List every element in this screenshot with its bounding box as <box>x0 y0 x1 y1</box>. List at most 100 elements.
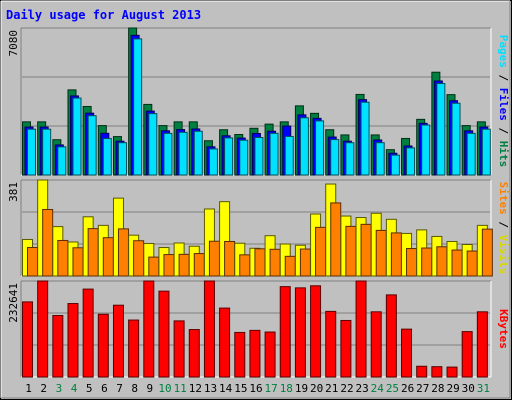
bar-sites <box>87 228 99 277</box>
bar-pages <box>360 101 370 176</box>
bar-sites <box>254 248 266 277</box>
x-tick-label: 5 <box>86 382 93 395</box>
bar-sites <box>284 255 296 277</box>
bar-kbytes <box>158 290 170 378</box>
bar-pages <box>436 83 446 176</box>
bar-sites <box>178 253 190 277</box>
bar-kbytes <box>431 366 443 378</box>
legend-entry-kbytes: KBytes <box>497 309 510 349</box>
bar-pages <box>375 142 385 176</box>
bar-sites <box>239 254 251 277</box>
bar-sites <box>360 223 372 277</box>
x-tick-label: 9 <box>147 382 154 395</box>
bar-pages <box>481 128 491 176</box>
bar-pages <box>315 120 325 176</box>
legend-visits-sites: Sites / Visits <box>497 182 510 275</box>
bar-kbytes <box>401 328 413 378</box>
bar-pages <box>178 131 188 176</box>
x-tick-label: 28 <box>431 382 444 395</box>
bar-pages <box>421 124 431 176</box>
legend-separator: / <box>497 121 510 141</box>
bar-pages <box>345 142 355 176</box>
x-tick-label: 21 <box>325 382 338 395</box>
legend-entry-pages: Pages <box>497 35 510 68</box>
x-tick-label: 23 <box>356 382 369 395</box>
y-max-tick-label: 381 <box>7 182 20 202</box>
bar-sites <box>117 228 129 277</box>
bar-kbytes <box>476 311 488 378</box>
bar-sites <box>375 229 387 277</box>
bar-pages <box>87 115 97 176</box>
x-tick-label: 13 <box>204 382 217 395</box>
bar-kbytes <box>219 307 231 378</box>
x-tick-label: 22 <box>340 382 353 395</box>
bar-sites <box>299 248 311 277</box>
legend-entry-visits: Visits <box>497 235 510 275</box>
bar-kbytes <box>370 311 382 378</box>
bar-pages <box>466 132 476 176</box>
bar-sites <box>481 228 493 277</box>
bar-kbytes <box>310 285 322 378</box>
chart-title: Daily usage for August 2013 <box>6 8 201 22</box>
bar-kbytes <box>188 329 200 378</box>
x-tick-label: 4 <box>71 382 78 395</box>
bar-pages <box>239 139 249 176</box>
legend-entry-hits: Hits <box>497 141 510 168</box>
bar-kbytes <box>279 286 291 378</box>
x-tick-label: 8 <box>131 382 138 395</box>
bar-sites <box>133 240 145 277</box>
legend-entry-files: Files <box>497 88 510 121</box>
bar-sites <box>102 237 114 277</box>
bar-kbytes <box>143 280 155 378</box>
bar-kbytes <box>264 331 276 378</box>
x-tick-label: 27 <box>416 382 429 395</box>
bar-pages <box>117 142 127 176</box>
bar-pages <box>330 139 340 176</box>
x-tick-label: 24 <box>371 382 385 395</box>
x-tick-label: 18 <box>280 382 293 395</box>
bar-sites <box>72 247 84 277</box>
bar-kbytes <box>97 313 109 378</box>
legend-separator: / <box>497 215 510 235</box>
bar-pages <box>390 154 400 176</box>
bar-kbytes <box>446 366 458 378</box>
x-tick-label: 14 <box>219 382 233 395</box>
bar-sites <box>436 246 448 277</box>
bar-pages <box>284 135 294 176</box>
bar-kbytes <box>128 319 140 378</box>
x-tick-label: 16 <box>249 382 262 395</box>
x-tick-label: 19 <box>295 382 308 395</box>
bar-kbytes <box>249 329 261 378</box>
bar-pages <box>163 132 173 176</box>
bar-sites <box>224 240 236 277</box>
y-max-tick-label: 7080 <box>7 30 20 57</box>
x-tick-label: 29 <box>446 382 459 395</box>
x-tick-label: 7 <box>116 382 123 395</box>
bar-kbytes <box>173 320 185 378</box>
bar-kbytes <box>234 331 246 378</box>
bar-sites <box>269 248 281 277</box>
bar-kbytes <box>203 280 215 378</box>
bar-kbytes <box>67 303 79 378</box>
x-tick-label: 6 <box>101 382 108 395</box>
x-tick-label: 20 <box>310 382 323 395</box>
bar-pages <box>133 38 143 176</box>
x-tick-label: 2 <box>40 382 47 395</box>
bar-kbytes <box>385 294 397 378</box>
bar-kbytes <box>22 301 33 378</box>
bar-sites <box>406 248 418 277</box>
x-tick-label: 12 <box>189 382 202 395</box>
x-tick-label: 25 <box>386 382 399 395</box>
bar-pages <box>269 132 279 176</box>
bar-kbytes <box>82 288 94 378</box>
x-tick-label: 26 <box>401 382 414 395</box>
bar-kbytes <box>325 310 337 378</box>
legend-kbytes: KBytes <box>497 309 510 349</box>
bar-kbytes <box>461 331 473 378</box>
bar-sites <box>193 253 205 277</box>
bar-kbytes <box>52 315 64 378</box>
legend-entry-sites: Sites <box>497 182 510 215</box>
bar-sites <box>466 250 478 277</box>
